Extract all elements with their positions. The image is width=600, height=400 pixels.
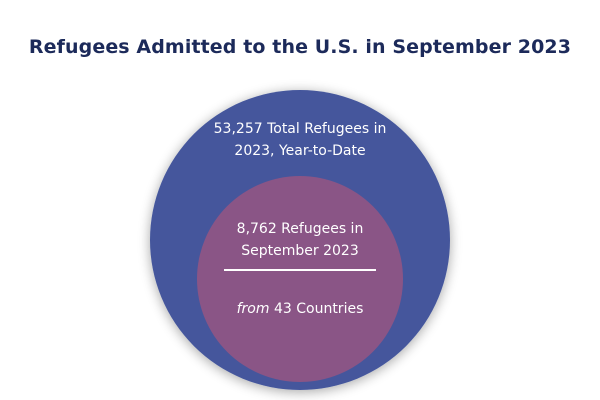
outer-label-line-1: 53,257 Total Refugees in: [213, 121, 387, 137]
countries-note: from 43 Countries: [0, 298, 600, 320]
inner-label-line-2: September 2023: [241, 243, 359, 259]
inner-circle-label: 8,762 Refugees in September 2023: [0, 218, 600, 262]
inner-divider-line: [224, 269, 376, 271]
outer-circle-label: 53,257 Total Refugees in 2023, Year-to-D…: [0, 118, 600, 162]
inner-circle-september-2023: [197, 176, 403, 382]
countries-note-text: 43 Countries: [269, 301, 364, 317]
chart-title: Refugees Admitted to the U.S. in Septemb…: [28, 36, 572, 58]
inner-label-line-1: 8,762 Refugees in: [236, 221, 364, 237]
outer-label-line-2: 2023, Year-to-Date: [234, 143, 366, 159]
countries-note-prefix: from: [236, 301, 270, 317]
